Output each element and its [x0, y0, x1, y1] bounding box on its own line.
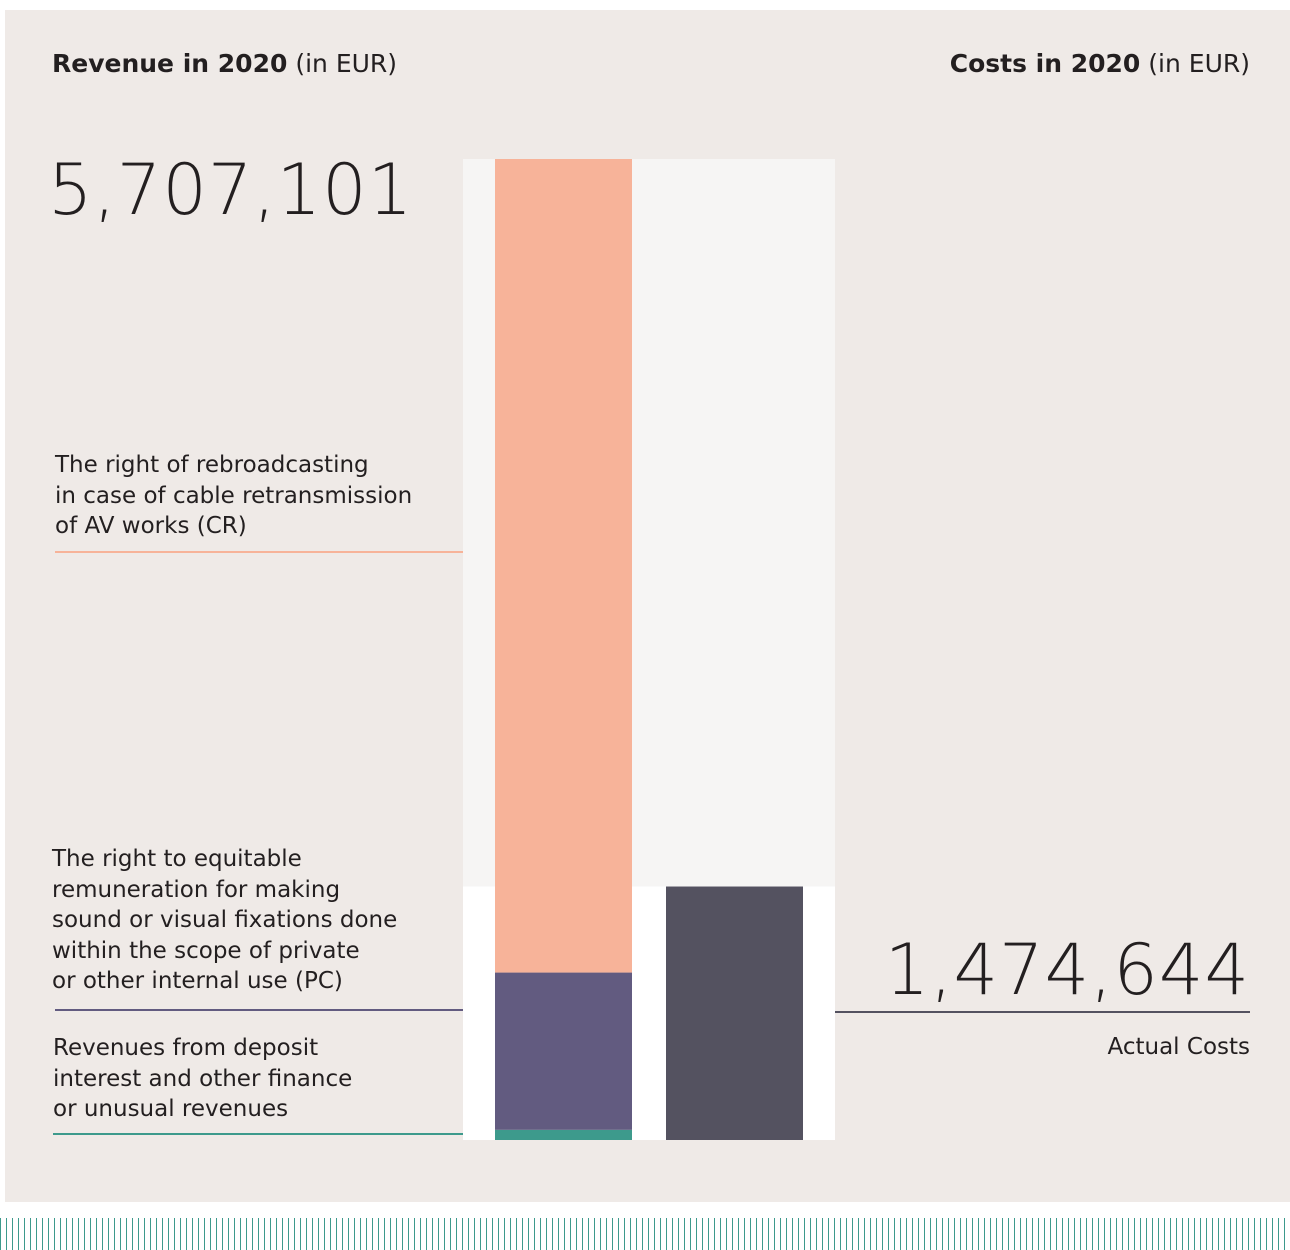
bar-segment-cr	[495, 159, 632, 973]
leader-line-finance	[53, 1133, 463, 1135]
label-pc-line-3: sound or visual fixations done	[52, 907, 398, 933]
leader-line-pc	[55, 1009, 463, 1011]
label-finance-line-2: interest and other finance	[53, 1065, 353, 1092]
label-cr-line-2: in case of cable retransmission	[55, 482, 413, 509]
decorative-tick-strip	[0, 1218, 1290, 1250]
leader-line-costs	[835, 1011, 1250, 1013]
costs-title: Costs in 2020 (in EUR)	[949, 49, 1250, 78]
revenue-title: Revenue in 2020 (in EUR)	[52, 49, 398, 78]
label-cr-line-1: The right of rebroadcasting	[55, 452, 369, 478]
bar-costs	[666, 886, 803, 1140]
label-pc-line-4: within the scope of private	[52, 937, 360, 964]
bar-segment-finance	[495, 1129, 632, 1140]
leader-line-cr	[55, 551, 463, 553]
label-finance: Revenues from deposit interest and other…	[53, 1033, 352, 1125]
label-cr: The right of rebroadcasting in case of c…	[55, 450, 412, 542]
revenue-total: 5,707,101	[48, 149, 414, 231]
label-pc-line-2: remuneration for making	[52, 876, 341, 903]
label-cr-line-3: of AV works (CR)	[55, 513, 247, 539]
label-finance-line-1: Revenues from deposit	[53, 1035, 319, 1061]
label-pc-line-5: or other internal use (PC)	[52, 968, 343, 994]
label-finance-line-3: or unusual revenues	[53, 1096, 289, 1122]
bar-segment-pc	[495, 972, 632, 1130]
label-pc-line-1: The right to equitable	[52, 846, 302, 872]
costs-total: 1,474,644	[884, 929, 1250, 1011]
label-pc: The right to equitable remuneration for …	[52, 844, 397, 997]
label-actual-costs: Actual Costs	[1107, 1034, 1250, 1060]
